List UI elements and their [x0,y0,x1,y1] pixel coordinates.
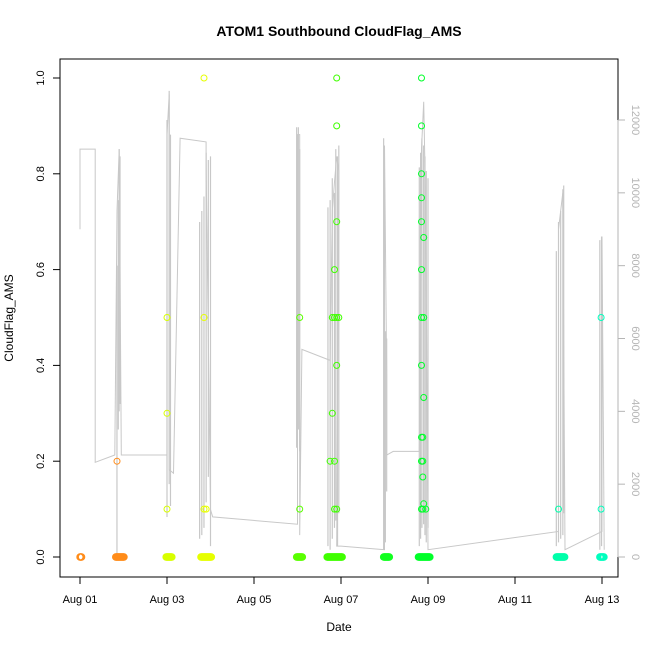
data-point [418,74,425,82]
data-point [418,218,425,226]
x-tick-label: Aug 03 [150,594,185,606]
data-point [207,553,214,561]
data-point [598,553,606,561]
y-tick-label: 0.0 [35,549,47,564]
data-point [163,505,171,513]
data-point [328,553,336,561]
data-point [419,505,427,513]
y-tick-label: 0.8 [35,166,47,181]
y2-tick-label: 8000 [629,253,641,277]
x-tick-label: Aug 05 [237,594,272,606]
x-tick-label: Aug 13 [585,594,620,606]
data-point [77,553,85,561]
data-point [331,457,338,465]
data-point [385,553,394,561]
x-axis-label: Date [326,620,352,634]
secondary-series [79,90,605,557]
secondary-line [79,94,605,551]
data-point [597,314,605,321]
data-point [163,553,171,561]
data-point [333,218,341,226]
x-axis: Aug 01 Aug 03 Aug 05 Aug 07 Aug 09 Aug 11 Aug … [63,576,620,606]
data-point [418,266,425,274]
data-point [163,314,171,321]
data-points [76,74,608,561]
data-point [424,553,432,561]
data-point [381,553,388,561]
data-point [418,170,425,178]
y2-tick-label: 0 [629,554,641,560]
data-point [415,553,423,561]
data-point [420,553,428,561]
x-tick-label: Aug 07 [324,594,359,606]
data-point [333,122,341,130]
y2-tick-label: 4000 [629,399,641,423]
y-tick-label: 0.6 [35,262,47,277]
data-point [597,505,605,513]
data-point [120,553,128,561]
data-point [326,457,334,465]
data-point [200,74,208,82]
y-tick-label: 0.2 [35,454,47,469]
data-point [115,553,123,561]
data-point [296,314,304,321]
data-point [113,553,121,561]
data-point [337,553,345,561]
data-point [163,409,171,417]
data-point [333,553,341,561]
data-point [418,314,425,321]
data-point [168,553,176,561]
data-point [324,553,332,561]
data-point [117,553,125,561]
y-axis-label: CloudFlag_AMS [2,274,16,361]
data-point [294,553,301,561]
data-point [419,433,427,441]
y2-tick-label: 6000 [629,326,641,350]
data-point [419,457,427,465]
y2-tick-label: 2000 [629,472,641,496]
data-point [422,505,430,513]
data-point [333,314,341,321]
y2-axis: 0 2000 4000 6000 8000 10000 12000 [617,105,641,560]
chart-title: ATOM1 Southbound CloudFlag_AMS [216,23,461,39]
data-point [331,505,338,513]
data-point [204,553,212,561]
y-axis: 0.0 0.2 0.4 0.6 0.8 1.0 [35,70,61,565]
data-point [420,314,428,321]
data-point [328,409,336,417]
data-point [555,553,562,561]
y-tick-label: 0.4 [35,358,47,373]
data-point [331,314,338,321]
data-point [331,266,338,274]
data-point [113,457,121,465]
data-point [202,505,210,513]
data-point [298,553,306,561]
y2-tick-label: 12000 [629,105,641,136]
data-point [335,314,343,321]
data-point [333,74,341,82]
data-point [383,553,391,561]
data-point [555,505,562,513]
data-point [559,553,567,561]
data-point [200,314,208,321]
x-tick-label: Aug 09 [411,594,446,606]
data-point [420,234,428,241]
data-point [418,361,425,369]
y2-tick-label: 10000 [629,178,641,209]
data-point [600,553,608,561]
x-tick-label: Aug 11 [498,594,532,606]
data-point [296,505,304,513]
data-point [420,394,428,401]
y-tick-label: 1.0 [35,70,47,85]
data-point [333,361,341,369]
data-point [333,505,341,513]
data-point [200,505,208,513]
data-point [418,122,425,130]
data-point [419,473,427,481]
x-tick-label: Aug 01 [63,594,98,606]
data-point [165,553,173,561]
data-point [418,194,425,202]
